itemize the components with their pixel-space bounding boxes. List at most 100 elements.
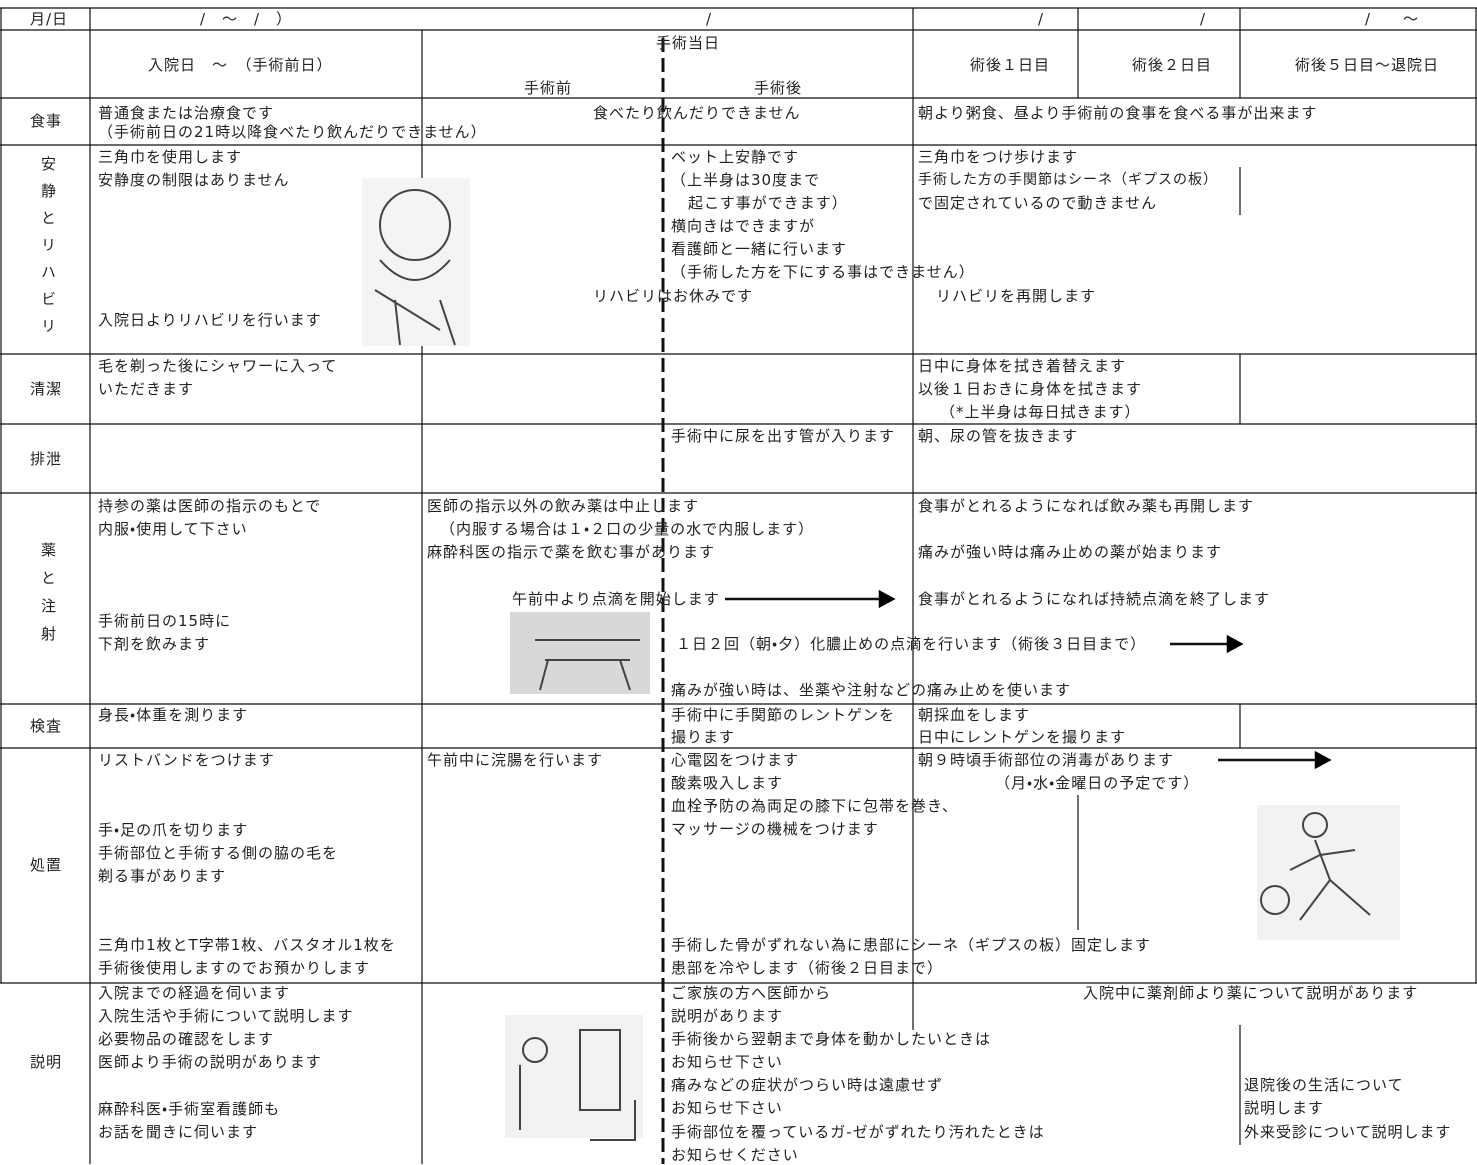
cell-text: 手術した骨がずれない為に患部にシーネ（ギプスの板）固定します (671, 936, 1152, 954)
cell-text: 手術部位を覆っているガ-ゼがずれたり汚れたときは (671, 1123, 1045, 1141)
row-label: 処置 (30, 856, 63, 874)
cell-text: 手術後使用しますのでお預かりします (98, 959, 371, 977)
cell-text: 患部を冷やします（術後２日目まで） (671, 959, 944, 977)
cell-text: 心電図をつけます (671, 751, 800, 769)
cell-text: ご家族の方へ医師から (671, 984, 832, 1002)
cell-text: 横向きはできますが (671, 217, 816, 235)
cell-text: 入院日よりリハビリを行います (98, 311, 322, 329)
cell-text: １日２回（朝・夕）化膿止めの点滴を行います（術後３日目まで） (676, 635, 1147, 653)
cell-text: リハビリを再開します (936, 287, 1097, 305)
cell-text: 酸素吸入します (671, 774, 784, 792)
cell-text: 三角巾を使用します (98, 148, 243, 166)
date-cell: / (706, 10, 713, 28)
cell-text: お話を聞きに伺います (98, 1123, 259, 1141)
row-label: 説明 (30, 1053, 63, 1071)
date-cell: / 〜 (1365, 10, 1420, 28)
cell-text: 痛みなどの症状がつらい時は遠慮せず (671, 1076, 944, 1094)
cell-text: ベット上安静です (671, 148, 800, 166)
cell-text: 日中に身体を拭き着替えます (918, 357, 1127, 375)
cell-text: 手術中に尿を出す管が入ります (671, 427, 896, 445)
cell-text: 起こす事ができます） (688, 194, 848, 212)
cell-text: 退院後の生活について (1244, 1076, 1404, 1094)
cell-text: 毛を剃った後にシャワーに入って (98, 357, 338, 375)
column-title: 入院日 〜 （手術前日） (148, 56, 333, 74)
cell-text: 説明します (1244, 1099, 1325, 1117)
cell-text: 内服・使用して下さい (98, 520, 248, 538)
row-label: 清潔 (30, 380, 63, 398)
arrows (725, 589, 1332, 770)
cell-text: 食事がとれるようになれば持続点滴を終了します (918, 590, 1271, 608)
cell-text: 手術した方の手関節はシーネ（ギプスの板） (918, 172, 1218, 188)
cell-text: リストバンドをつけます (98, 751, 275, 769)
cell-text: 以後１日おきに身体を拭きます (918, 380, 1143, 398)
column-title: 手術後 (754, 79, 803, 97)
cell-text: で固定されているので動きません (918, 194, 1158, 212)
grid-lines (0, 7, 1477, 1164)
cell-text: 身長・体重を測ります (98, 706, 249, 724)
cell-text: （月・水・金曜日の予定です） (995, 774, 1200, 792)
column-title: 手術前 (524, 79, 573, 97)
cell-text: （内服する場合は１・２口の少量の水で内服します） (440, 520, 815, 538)
row-label: 排泄 (30, 450, 63, 468)
date-cell: / (1200, 10, 1207, 28)
cell-text: （手術した方を下にする事はできません） (671, 263, 975, 281)
cell-text: 食べたり飲んだりできません (593, 104, 801, 122)
cell-text: 手・足の爪を切ります (98, 821, 249, 839)
cell-text: 麻酔科医・手術室看護師も (98, 1100, 281, 1118)
row-label: 検査 (30, 717, 63, 735)
column-title: 術後５日目〜退院日 (1295, 56, 1440, 74)
column-title: 手術当日 (656, 34, 721, 52)
row-label: 食事 (30, 112, 63, 130)
row-label: 薬と注射 (39, 542, 57, 654)
cell-text: 必要物品の確認をします (98, 1030, 275, 1048)
cell-text: 食事がとれるようになれば飲み薬も再開します (918, 497, 1255, 515)
cell-text: 痛みが強い時は、坐薬や注射などの痛み止めを使います (671, 681, 1072, 699)
cell-text: 朝採血をします (918, 706, 1031, 724)
date-cell: / 〜 / ） (200, 10, 293, 28)
cell-text: 剃る事があります (98, 867, 227, 885)
cell-text: 下剤を飲みます (98, 635, 211, 653)
cell-text: 日中にレントゲンを撮ります (918, 728, 1127, 746)
cell-text: 朝より粥食、昼より手術前の食事を食べる事が出来ます (918, 104, 1318, 122)
cell-text: 午前中より点滴を開始します (512, 590, 720, 608)
cell-text: 入院中に薬剤師より薬について説明があります (1083, 984, 1419, 1002)
cell-text: 持参の薬は医師の指示のもとで (98, 497, 322, 515)
cell-text: 朝、尿の管を抜きます (918, 427, 1079, 445)
cell-text: 麻酔科医の指示で薬を飲む事があります (427, 543, 716, 561)
cell-text: マッサージの機械をつけます (671, 820, 879, 838)
cell-text: （上半身は30度まで (671, 171, 821, 189)
cell-text: 三角巾1枚とT字帯1枚、バスタオル1枚を (98, 936, 396, 954)
row-label: 安静とリハビリ (39, 155, 57, 345)
illustrations (362, 178, 1400, 1141)
date-cell: / (1038, 10, 1045, 28)
cell-text: 医師の指示以外の飲み薬は中止します (427, 497, 700, 515)
cell-text: 普通食または治療食です (98, 104, 275, 122)
cell-text: 入院生活や手術について説明します (98, 1007, 354, 1025)
cell-text: 手術前日の15時に (98, 612, 232, 630)
cell-text: 外来受診について説明します (1244, 1123, 1452, 1141)
cell-text: 安静度の制限はありません (98, 171, 290, 189)
cell-text: （*上半身は毎日拭きます） (940, 403, 1141, 421)
cell-text: いただきます (98, 380, 195, 398)
cell-text: 朝９時頃手術部位の消毒があります (918, 751, 1175, 769)
cell-text: お知らせ下さい (671, 1099, 783, 1117)
cell-text: 看護師と一緒に行います (671, 240, 848, 258)
column-title: 術後１日目 (970, 56, 1051, 74)
cell-text: 入院までの経過を伺います (98, 984, 291, 1002)
cell-text: お知らせ下さい (671, 1053, 783, 1071)
cell-text: （手術前日の21時以降食べたり飲んだりできません） (98, 123, 487, 141)
cell-text: 説明があります (671, 1007, 784, 1025)
cell-text: 痛みが強い時は痛み止めの薬が始まります (918, 543, 1223, 561)
column-title: 術後２日目 (1132, 56, 1213, 74)
cell-text: 午前中に浣腸を行います (427, 751, 604, 769)
cell-text: 手術後から翌朝まで身体を動かしたいときは (671, 1030, 992, 1048)
cell-text: 手術部位と手術する側の脇の毛を (98, 844, 339, 862)
cell-text: 医師より手術の説明があります (98, 1053, 322, 1071)
date-label: 月/日 (30, 10, 69, 28)
cell-text: リハビリはお休みです (593, 287, 754, 305)
cell-text: 手術中に手関節のレントゲンを (671, 706, 896, 724)
cell-text: 三角巾をつけ歩けます (918, 148, 1079, 166)
cell-text: 血栓予防の為両足の膝下に包帯を巻き、 (671, 797, 958, 815)
cell-text: お知らせください (671, 1146, 799, 1164)
